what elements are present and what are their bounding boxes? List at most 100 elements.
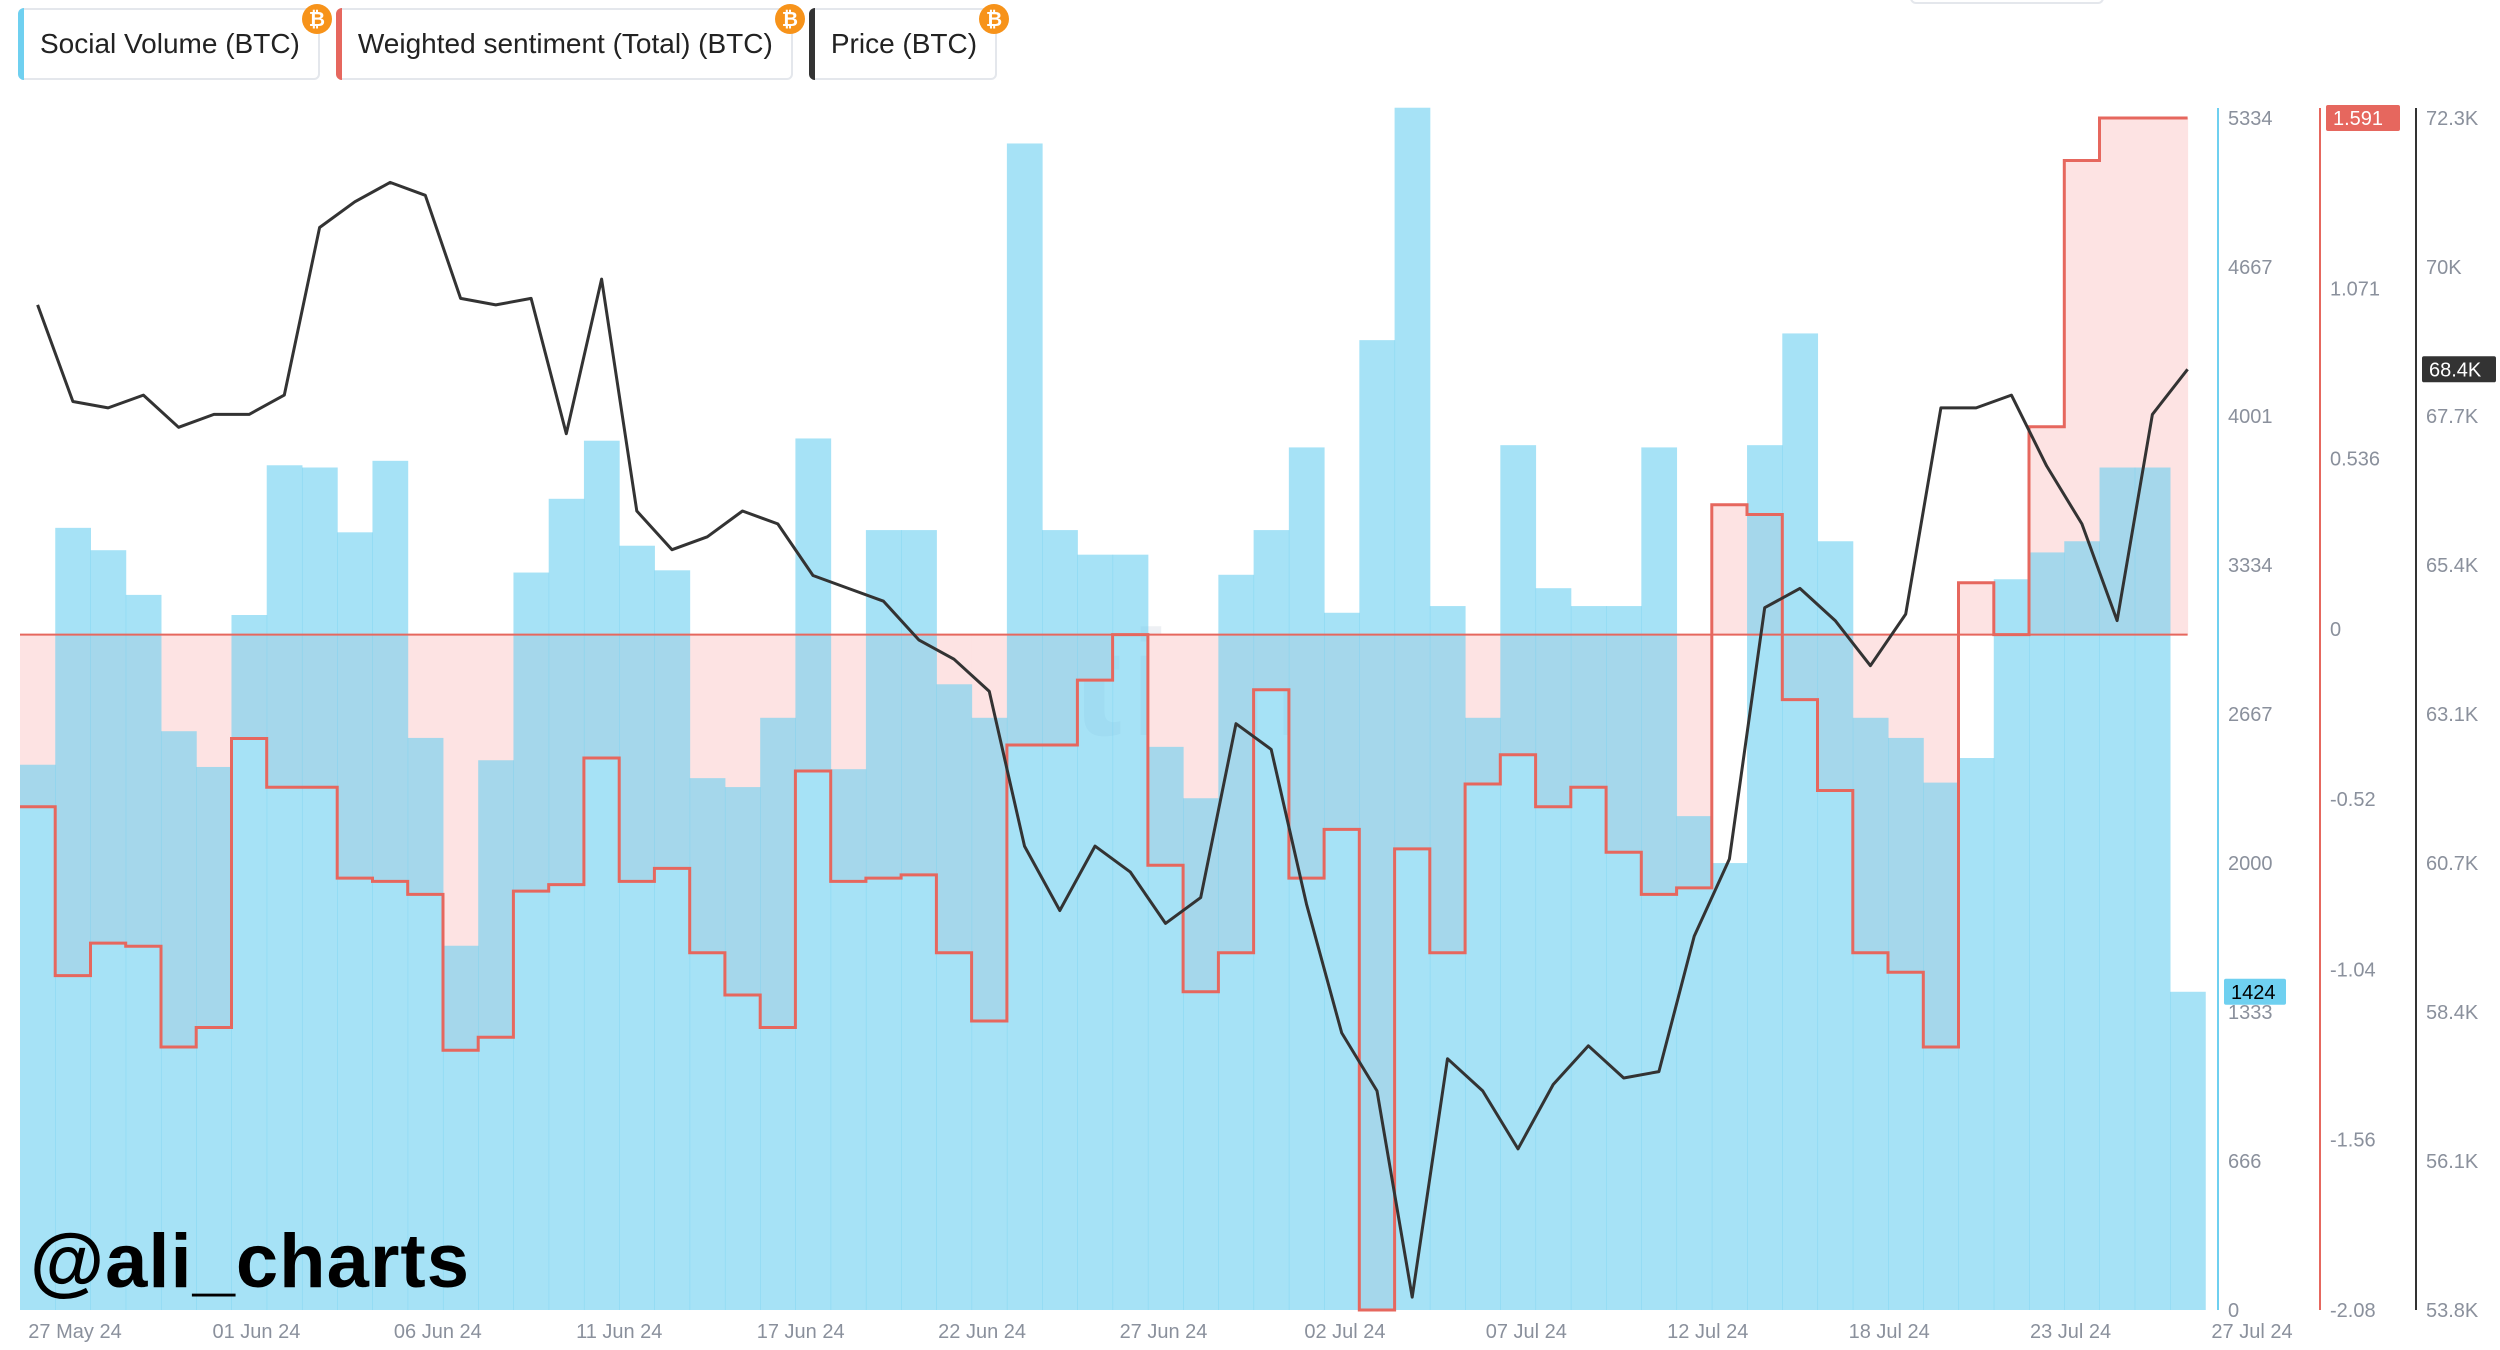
social-volume-bar (1711, 863, 1748, 1310)
social_volume-tick-label: 4001 (2228, 406, 2273, 428)
social-volume-bar (865, 530, 902, 1310)
social-volume-bar (760, 717, 796, 1310)
social-volume-bar (513, 572, 550, 1310)
legend-swatch-price (808, 8, 815, 80)
social-volume-bar (2134, 467, 2171, 1310)
legend-swatch-social-volume (18, 8, 24, 80)
social-volume-bar (372, 460, 409, 1310)
social-volume-bars (20, 107, 2206, 1311)
x-tick-label: 27 May 24 (28, 1321, 121, 1343)
social-volume-bar (442, 945, 479, 1310)
sentiment-tick-label: -0.52 (2330, 789, 2376, 811)
social-volume-bar (20, 764, 56, 1310)
price-line (36, 180, 2189, 1299)
social_volume-tick-label: 1333 (2228, 1002, 2273, 1024)
sentiment-current-value-badge: 1.591 (2326, 105, 2400, 131)
legend-item-price[interactable]: Price (BTC) ₿ (808, 4, 1010, 80)
social-volume-bar (90, 550, 127, 1310)
social_volume-tick-label: 666 (2228, 1151, 2261, 1173)
legend-label-weighted-sentiment: Weighted sentiment (Total) (BTC) (357, 28, 773, 59)
social-volume-bar (1147, 746, 1184, 1310)
social_volume-tick-label: 5334 (2228, 108, 2273, 130)
social_volume-tick-label: 4667 (2228, 257, 2273, 279)
social-volume-bar (795, 438, 832, 1310)
legend-swatch-weighted-sentiment (335, 8, 342, 80)
price-tick-label: 65.4K (2426, 555, 2479, 577)
price-tick-label: 58.4K (2426, 1002, 2479, 1024)
x-tick-label: 02 Jul 24 (1304, 1321, 1385, 1343)
social-volume-bar (196, 766, 232, 1310)
social-volume-bar (830, 769, 867, 1310)
x-tick-label: 01 Jun 24 (212, 1321, 300, 1343)
sentiment-tick-label: -1.04 (2330, 959, 2376, 981)
price-tick-label: 72.3K (2426, 108, 2479, 130)
social-volume-bar (1852, 717, 1889, 1310)
social-volume-bar (619, 545, 655, 1310)
social-volume-bar (1077, 554, 1114, 1310)
social-volume-bar (266, 465, 303, 1310)
x-tick-label: 23 Jul 24 (2030, 1321, 2111, 1343)
sentiment-tick-label: -1.56 (2330, 1130, 2376, 1152)
bitcoin-icon: ₿ (774, 4, 805, 34)
legend-item-social-volume[interactable]: Social Volume (BTC) ₿ (18, 4, 332, 80)
social-volume-bar (1253, 530, 1290, 1310)
social-volume-bar (1606, 606, 1642, 1310)
social-volume-bar (901, 530, 937, 1310)
bitcoin-icon: ₿ (979, 4, 1010, 34)
social-volume-bar (1183, 798, 1219, 1310)
price-tick-label: 63.1K (2426, 704, 2479, 726)
x-tick-label: 12 Jul 24 (1667, 1321, 1748, 1343)
social-volume-bar (1500, 445, 1537, 1311)
social-volume-bar (654, 570, 691, 1310)
sentiment-current-value: 1.591 (2333, 108, 2383, 130)
author-handle: @ali_charts (30, 1219, 470, 1304)
social-volume-bar (1535, 588, 1572, 1310)
sentiment-tick-label: 0.536 (2330, 449, 2380, 471)
x-tick-label: 18 Jul 24 (1849, 1321, 1930, 1343)
legend-item-weighted-sentiment[interactable]: Weighted sentiment (Total) (BTC) ₿ (335, 4, 805, 80)
social-volume-bar (1218, 574, 1255, 1310)
x-tick-label: 27 Jul 24 (2211, 1321, 2292, 1343)
social_volume-tick-label: 0 (2228, 1300, 2239, 1322)
price-tick-label: 67.7K (2426, 406, 2479, 428)
social-volume-bar (971, 717, 1008, 1310)
social-volume-bar (2170, 991, 2206, 1310)
social-volume-bar (160, 731, 197, 1310)
social-volume-bar (1112, 554, 1149, 1310)
legend: Social Volume (BTC) ₿ Weighted sentiment… (18, 4, 1010, 80)
sentiment-step-line (20, 116, 2188, 1312)
social-volume-bar (407, 737, 444, 1310)
social-volume-bar (478, 760, 514, 1310)
social-volume-bar (1394, 107, 1431, 1310)
social-volume-bar (231, 615, 268, 1310)
social_volume-tick-label: 2000 (2228, 853, 2273, 875)
social-volume-bar (1429, 606, 1466, 1310)
price-tick-label: 56.1K (2426, 1151, 2479, 1173)
sentiment-tick-label: 1.071 (2330, 278, 2380, 300)
top-tab-edge (1910, 0, 2104, 4)
social-volume-bar (2099, 467, 2136, 1310)
y-axes: 5334 4667 4001 3334 2667 2000 1333 666 0 1424 1.07… (2217, 105, 2496, 1322)
social-volume-bar (724, 787, 761, 1310)
social-volume-bar (1641, 447, 1678, 1310)
x-tick-label: 22 Jun 24 (938, 1321, 1026, 1343)
social-volume-bar (1676, 816, 1713, 1310)
price-series-line (36, 180, 2189, 1299)
social-volume-bar (55, 527, 91, 1310)
social-volume-bar (1958, 758, 1995, 1310)
sentiment-tick-label: -2.08 (2330, 1300, 2376, 1322)
bitcoin-icon: ₿ (301, 4, 332, 34)
social_volume-tick-label: 3334 (2228, 555, 2273, 577)
social-volume-bar (1359, 340, 1396, 1310)
x-tick-label: 17 Jun 24 (757, 1321, 845, 1343)
social-volume-bar (301, 467, 338, 1310)
social-volume-bar (337, 532, 373, 1310)
social-volume-bar (1006, 143, 1043, 1310)
social-volume-bar (1888, 737, 1924, 1310)
social-volume-bar (583, 440, 620, 1310)
x-axis-ticks: 27 May 24 01 Jun 24 06 Jun 24 11 Jun 24 17 J… (28, 1321, 2292, 1343)
sentiment-line (20, 116, 2188, 1312)
social_volume-tick-label: 2667 (2228, 704, 2273, 726)
social-volume-bar (2064, 541, 2101, 1310)
x-tick-label: 27 Jun 24 (1120, 1321, 1208, 1343)
